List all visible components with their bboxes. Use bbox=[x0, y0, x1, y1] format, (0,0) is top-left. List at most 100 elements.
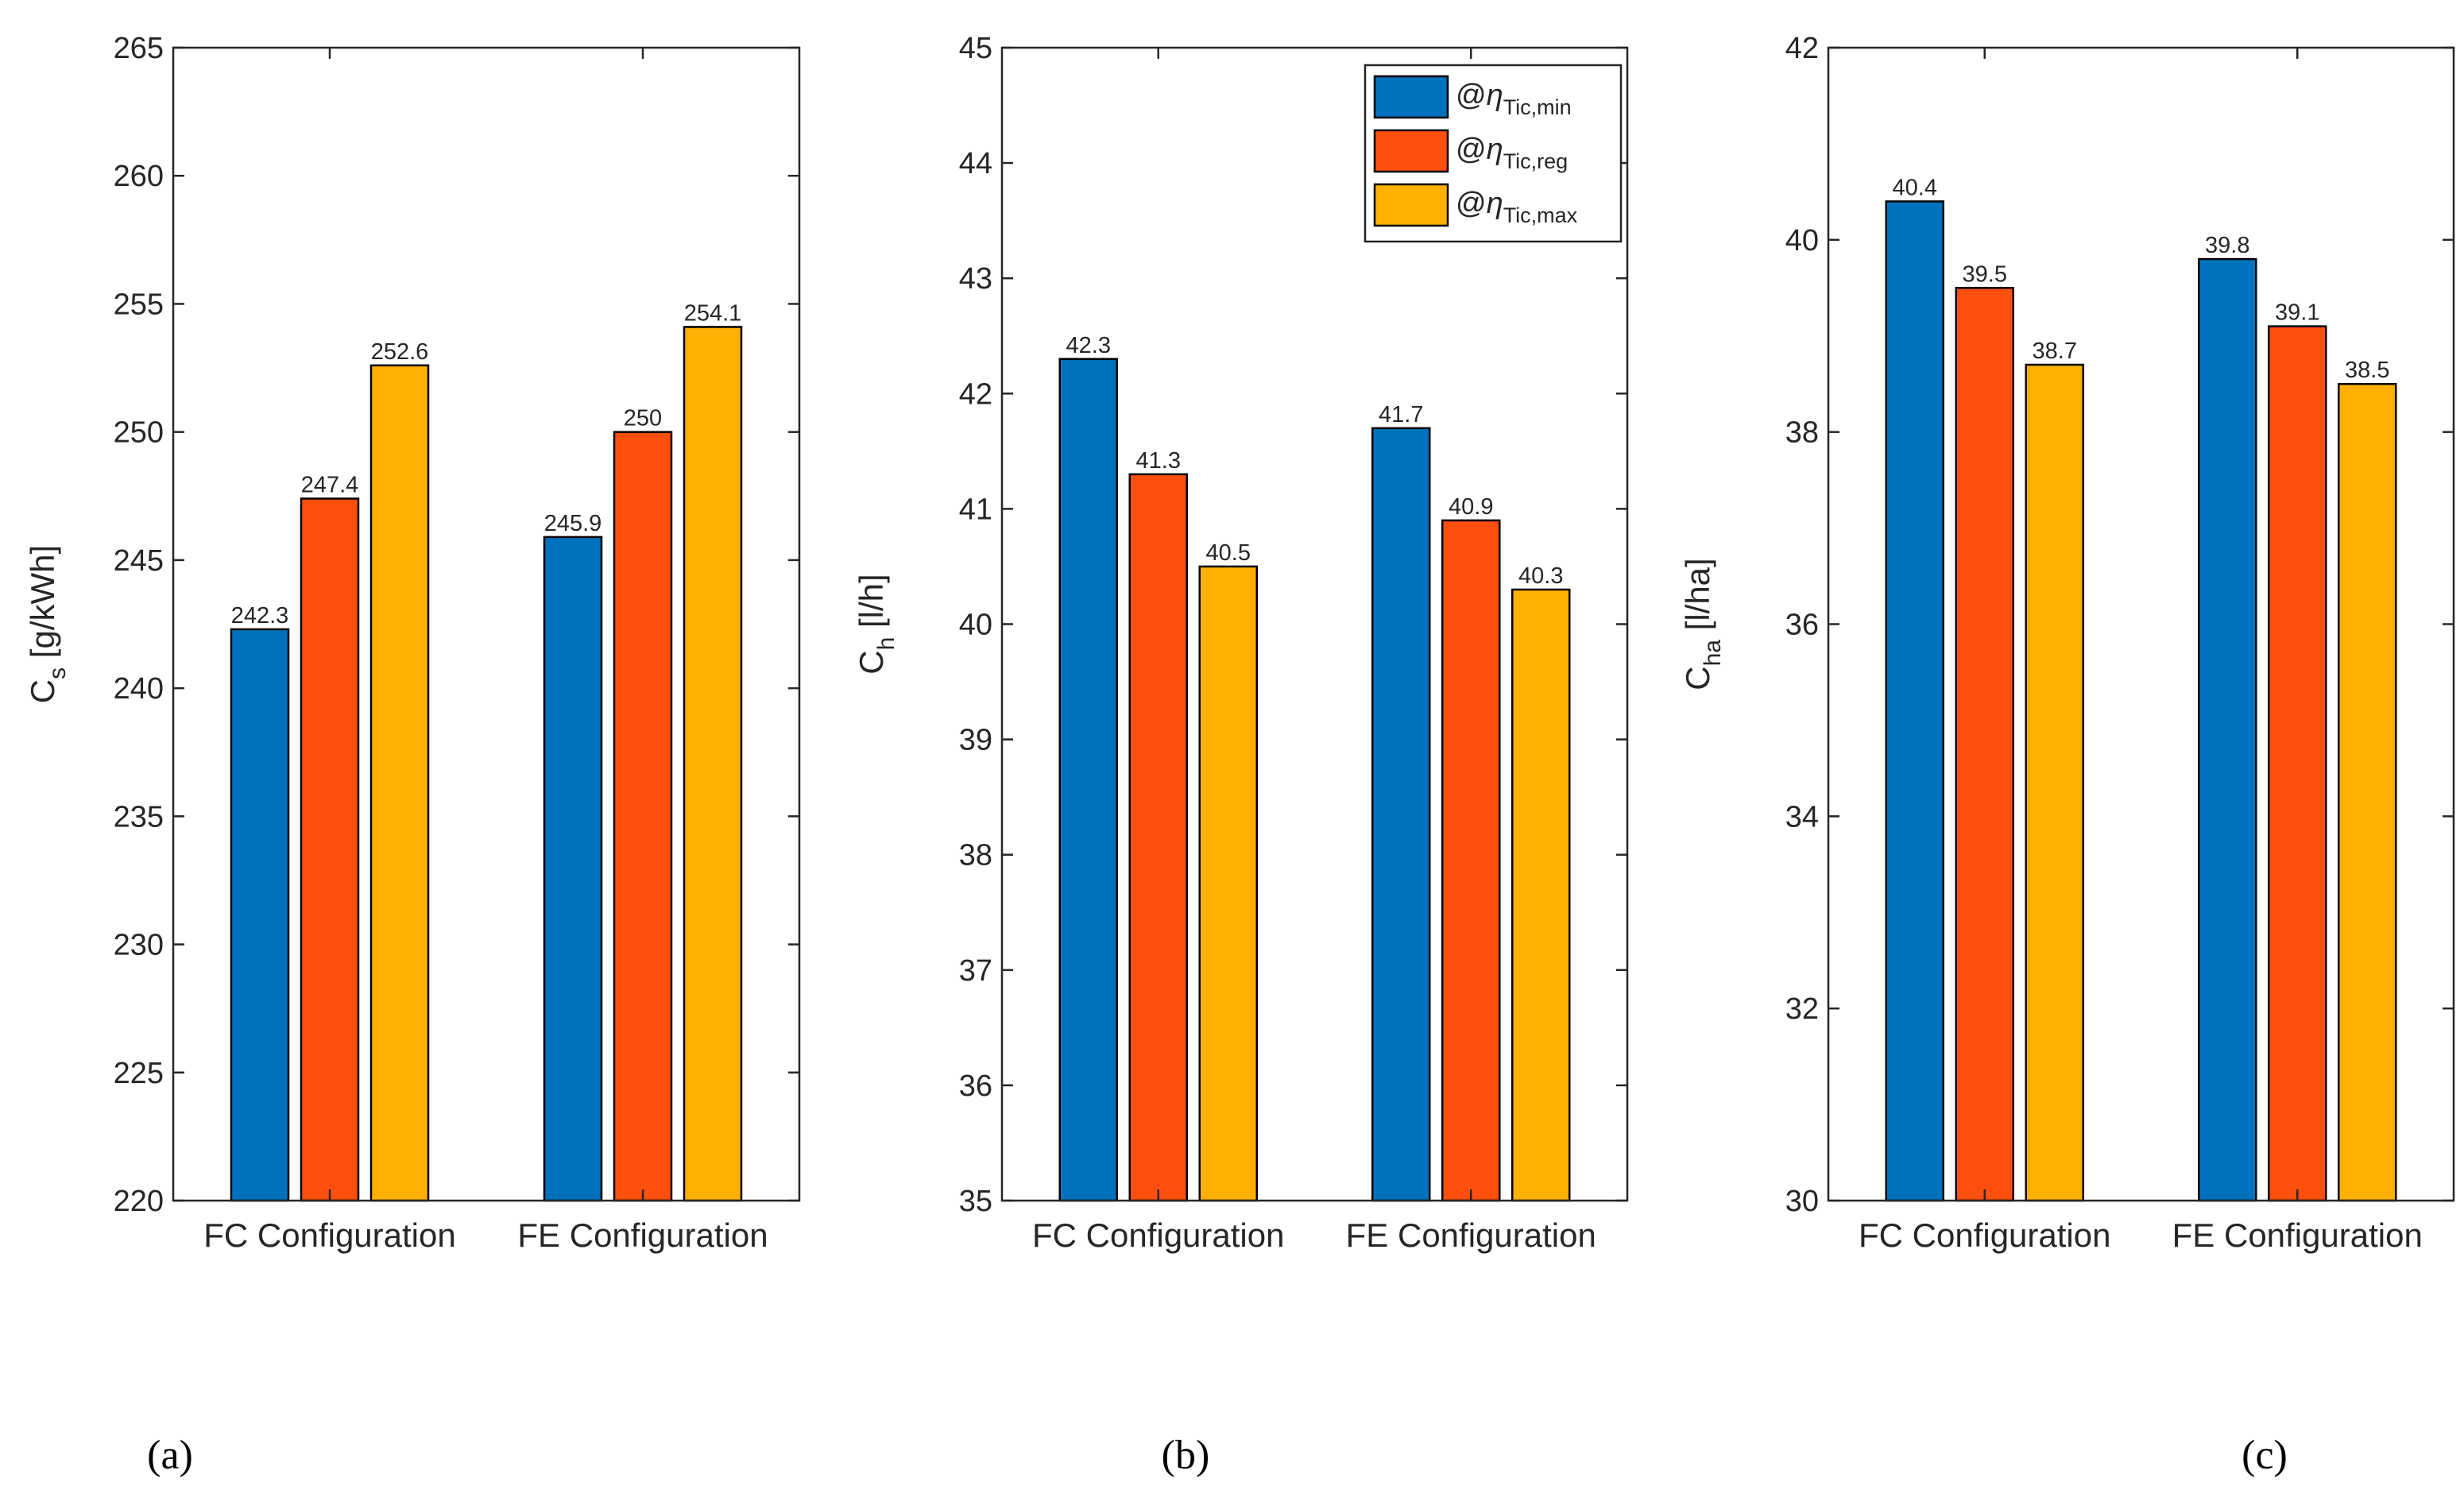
bar bbox=[1058, 358, 1118, 1202]
panel-label: (a) bbox=[147, 1433, 193, 1478]
y-tick-label: 42 bbox=[1785, 32, 1819, 65]
y-axis-label-main: C bbox=[853, 650, 890, 674]
legend-label-symbol: η bbox=[1487, 79, 1503, 112]
y-tick-label: 34 bbox=[1785, 800, 1819, 834]
bar bbox=[2198, 257, 2257, 1202]
panel-label: (c) bbox=[2242, 1433, 2288, 1478]
y-tick-label: 30 bbox=[1785, 1185, 1819, 1218]
bar bbox=[2025, 363, 2084, 1202]
category-label: FC Configuration bbox=[1859, 1217, 2110, 1254]
data-label: 254.1 bbox=[684, 300, 742, 326]
y-tick-label: 40 bbox=[1785, 224, 1819, 257]
bar bbox=[230, 628, 290, 1202]
category-label: FE Configuration bbox=[517, 1217, 768, 1254]
category-label: FE Configuration bbox=[1346, 1217, 1596, 1254]
data-label: 41.7 bbox=[1379, 402, 1423, 427]
data-label: 40.5 bbox=[1206, 540, 1251, 566]
y-tick-label: 36 bbox=[959, 1070, 992, 1103]
y-axis-label-sub: ha bbox=[1700, 640, 1726, 667]
y-axis-label-units: [l/h] bbox=[853, 574, 890, 636]
data-label: 39.5 bbox=[1963, 261, 2007, 287]
legend-label-sub: Tic,max bbox=[1503, 203, 1578, 227]
y-tick-label: 225 bbox=[114, 1057, 164, 1090]
bar bbox=[369, 364, 430, 1202]
legend-label-prefix: @ bbox=[1456, 187, 1487, 220]
axes-box bbox=[172, 46, 801, 1202]
data-label: 39.8 bbox=[2205, 233, 2249, 258]
y-axis-label-main: C bbox=[24, 679, 61, 703]
y-tick-label: 260 bbox=[114, 160, 164, 193]
panel-c: 40.4 39.8 39.5 39.1 38.7 38.5 30 32 34 36 38 40 42 FC… bbox=[1679, 32, 2455, 1254]
y-tick-label: 39 bbox=[959, 724, 992, 757]
legend-label: @ηTic,min bbox=[1456, 79, 1572, 119]
y-tick-label: 45 bbox=[959, 32, 992, 65]
category-label: FC Configuration bbox=[1032, 1217, 1284, 1254]
data-label: 252.6 bbox=[371, 339, 429, 365]
data-label: 38.5 bbox=[2345, 358, 2389, 383]
y-tick-label: 42 bbox=[959, 377, 992, 411]
y-tick-label: 37 bbox=[959, 954, 992, 988]
y-tick-label: 35 bbox=[959, 1185, 992, 1218]
legend-label-symbol: η bbox=[1487, 187, 1503, 220]
category-label: FE Configuration bbox=[2172, 1217, 2423, 1254]
y-tick-label: 265 bbox=[114, 32, 164, 65]
bar bbox=[1955, 287, 2014, 1202]
legend-label: @ηTic,max bbox=[1456, 187, 1578, 227]
legend-label-symbol: η bbox=[1487, 133, 1503, 166]
bar bbox=[613, 431, 673, 1202]
legend-label-sub: Tic,min bbox=[1503, 95, 1572, 119]
y-axis-label-sub: s bbox=[44, 667, 71, 679]
bar bbox=[1885, 200, 1944, 1202]
data-label: 40.4 bbox=[1893, 175, 1937, 200]
y-axis-label-units: [g/kWh] bbox=[24, 545, 61, 667]
bar bbox=[2268, 325, 2327, 1202]
legend-label: @ηTic,reg bbox=[1456, 133, 1568, 173]
bar bbox=[300, 497, 360, 1202]
y-tick-label: 240 bbox=[114, 672, 164, 706]
y-tick-label: 36 bbox=[1785, 609, 1819, 642]
legend-label-sub: Tic,reg bbox=[1503, 149, 1569, 173]
bar bbox=[1511, 588, 1571, 1202]
y-tick-label: 41 bbox=[959, 493, 992, 526]
y-tick-label: 230 bbox=[114, 929, 164, 962]
data-label: 242.3 bbox=[231, 603, 289, 629]
y-axis-label: Ch [l/h] bbox=[853, 574, 899, 674]
y-tick-label: 38 bbox=[1785, 416, 1819, 450]
legend-swatch bbox=[1373, 75, 1449, 119]
y-tick-label: 43 bbox=[959, 262, 992, 296]
data-label: 40.9 bbox=[1449, 494, 1493, 520]
y-tick-label: 40 bbox=[959, 609, 992, 642]
y-axis-label: Cs [g/kWh] bbox=[24, 545, 71, 703]
y-axis-label-sub: h bbox=[873, 637, 899, 651]
bar bbox=[543, 536, 603, 1202]
legend-swatch bbox=[1373, 183, 1449, 227]
bar bbox=[1441, 519, 1501, 1202]
panel-a: 242.3 245.9 247.4 250 252.6 254.1 220 225 230 235… bbox=[24, 32, 801, 1254]
bar bbox=[683, 326, 743, 1202]
legend: @ηTic,min@ηTic,reg@ηTic,max bbox=[1364, 64, 1623, 243]
y-axis-label-main: C bbox=[1679, 666, 1716, 690]
bar bbox=[1371, 427, 1431, 1202]
data-label: 38.7 bbox=[2033, 338, 2077, 364]
panel-label: (b) bbox=[1162, 1433, 1210, 1478]
y-axis-label-units: [l/ha] bbox=[1679, 558, 1716, 640]
category-label: FC Configuration bbox=[203, 1217, 455, 1254]
data-label: 42.3 bbox=[1066, 333, 1111, 358]
y-tick-label: 220 bbox=[114, 1185, 164, 1218]
y-tick-label: 44 bbox=[959, 147, 992, 180]
data-label: 40.3 bbox=[1518, 563, 1563, 589]
y-tick-label: 250 bbox=[114, 416, 164, 450]
y-tick-label: 245 bbox=[114, 544, 164, 578]
y-tick-label: 38 bbox=[959, 839, 992, 872]
data-label: 247.4 bbox=[301, 473, 359, 498]
data-label: 39.1 bbox=[2275, 300, 2319, 326]
y-tick-label: 32 bbox=[1785, 992, 1819, 1026]
y-axis-label: Cha [l/ha] bbox=[1679, 558, 1726, 690]
bar bbox=[2338, 382, 2397, 1202]
legend-label-prefix: @ bbox=[1456, 133, 1487, 166]
legend-swatch bbox=[1373, 129, 1449, 173]
y-tick-label: 235 bbox=[114, 800, 164, 834]
data-label: 250 bbox=[624, 406, 662, 431]
y-tick-label: 255 bbox=[114, 288, 164, 321]
